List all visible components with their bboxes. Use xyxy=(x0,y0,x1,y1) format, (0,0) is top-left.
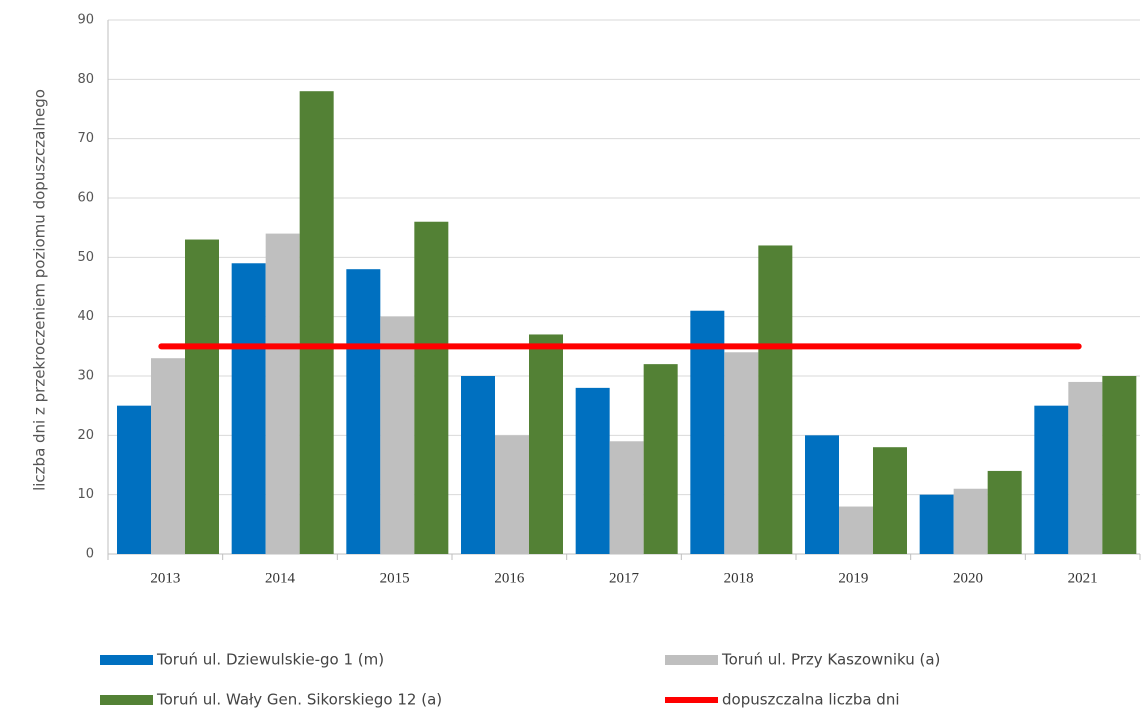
x-tick-label: 2019 xyxy=(838,570,868,586)
legend-label: Toruń ul. Przy Kaszowniku (a) xyxy=(721,651,940,669)
y-tick-label: 60 xyxy=(77,191,94,206)
legend-swatch xyxy=(665,655,718,665)
bar xyxy=(1102,376,1137,554)
bar xyxy=(643,364,678,554)
y-tick-label: 20 xyxy=(77,428,94,443)
bar xyxy=(185,239,219,555)
y-tick-label: 10 xyxy=(77,487,94,502)
y-tick-label: 70 xyxy=(77,131,94,146)
bar xyxy=(575,387,610,554)
bar xyxy=(690,310,725,554)
bar xyxy=(299,91,334,554)
legend-swatch xyxy=(100,695,153,705)
bar xyxy=(724,352,759,554)
bar xyxy=(953,488,988,554)
bar xyxy=(151,358,185,554)
bar xyxy=(346,269,381,554)
x-tick-label: 2015 xyxy=(380,570,410,586)
legend-label: dopuszczalna liczba dni xyxy=(722,691,900,709)
bar xyxy=(839,506,873,554)
bar xyxy=(461,376,495,554)
y-tick-label: 80 xyxy=(77,72,94,87)
y-axis-title: liczba dni z przekroczeniem poziomu dopu… xyxy=(31,89,49,491)
x-tick-label: 2021 xyxy=(1068,570,1098,586)
bar xyxy=(231,263,266,554)
bar xyxy=(805,435,839,554)
y-tick-label: 50 xyxy=(77,250,94,265)
bar xyxy=(117,405,151,554)
bar xyxy=(529,334,563,554)
x-tick-label: 2014 xyxy=(265,570,296,586)
bar xyxy=(873,447,907,554)
bar xyxy=(495,435,529,554)
x-tick-label: 2016 xyxy=(494,570,525,586)
bar xyxy=(380,316,415,554)
y-tick-label: 40 xyxy=(77,309,94,324)
bar xyxy=(1034,405,1069,554)
x-tick-label: 2013 xyxy=(150,570,180,586)
legend-swatch xyxy=(100,655,153,665)
y-tick-label: 90 xyxy=(77,13,94,28)
bar xyxy=(265,233,300,554)
x-tick-label: 2017 xyxy=(609,570,640,586)
bar xyxy=(1068,381,1103,554)
bar xyxy=(609,441,644,554)
legend-label: Toruń ul. Wały Gen. Sikorskiego 12 (a) xyxy=(156,691,442,709)
y-tick-label: 0 xyxy=(86,547,94,562)
bar xyxy=(414,221,449,554)
legend-label: Toruń ul. Dziewulskie-go 1 (m) xyxy=(156,651,384,669)
bar xyxy=(919,494,954,554)
bar xyxy=(758,245,793,554)
x-tick-label: 2020 xyxy=(953,570,983,586)
y-tick-label: 30 xyxy=(77,369,94,384)
x-tick-label: 2018 xyxy=(724,570,754,586)
bar xyxy=(987,470,1022,554)
